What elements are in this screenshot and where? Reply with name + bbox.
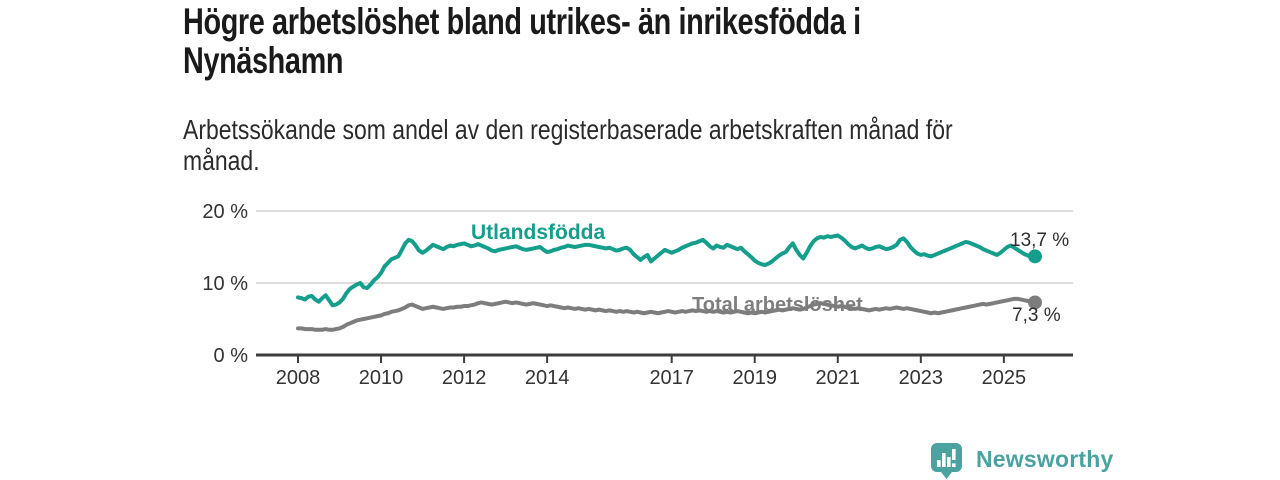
page-title-line1: Högre arbetslöshet bland utrikes- än inr…: [183, 1, 861, 42]
newsworthy-logo: Newsworthy: [930, 443, 1113, 480]
series-label-utlandsfodda: Utlandsfödda: [471, 221, 606, 244]
bar-chart-speech-bubble-icon: [931, 443, 962, 479]
x-axis-tick-label: 2012: [442, 367, 487, 389]
x-axis-tick-label: 2023: [899, 367, 944, 389]
y-axis-tick-label: 0 %: [214, 345, 249, 367]
series-line-total: [296, 296, 1038, 332]
x-axis-tick-label: 2025: [982, 367, 1027, 389]
page-subtitle: Arbetssökande som andel av den registerb…: [183, 114, 1083, 176]
series-label-total: Total arbetslöshet: [692, 294, 863, 316]
end-value-label-utlandsfodda: 13,7 %: [1010, 230, 1070, 251]
x-axis-tick-label: 2017: [649, 367, 694, 389]
y-axis-tick-label: 20 %: [202, 201, 248, 223]
x-axis-tick-label: 2021: [816, 367, 861, 389]
x-axis-tick-label: 2008: [276, 367, 321, 389]
end-value-label-total: 7,3 %: [1012, 305, 1061, 326]
x-axis-tick-label: 2019: [732, 367, 777, 389]
page-subtitle-line1: Arbetssökande som andel av den registerb…: [183, 114, 953, 145]
page-title-line2: Nynäshamn: [183, 40, 344, 81]
series-line-utlandsfodda: [296, 233, 1038, 308]
y-axis-tick-label: 10 %: [202, 273, 248, 295]
x-axis-tick-label: 2014: [525, 367, 570, 389]
newsworthy-wordmark: Newsworthy: [976, 446, 1114, 472]
series-end-dot-utlandsfodda: [1028, 249, 1043, 264]
page-subtitle-line2: månad.: [183, 145, 260, 176]
page-title: Högre arbetslöshet bland utrikes- än inr…: [183, 2, 1083, 80]
series-end-dot-total: [1028, 295, 1043, 310]
x-axis-tick-label: 2010: [359, 367, 404, 389]
